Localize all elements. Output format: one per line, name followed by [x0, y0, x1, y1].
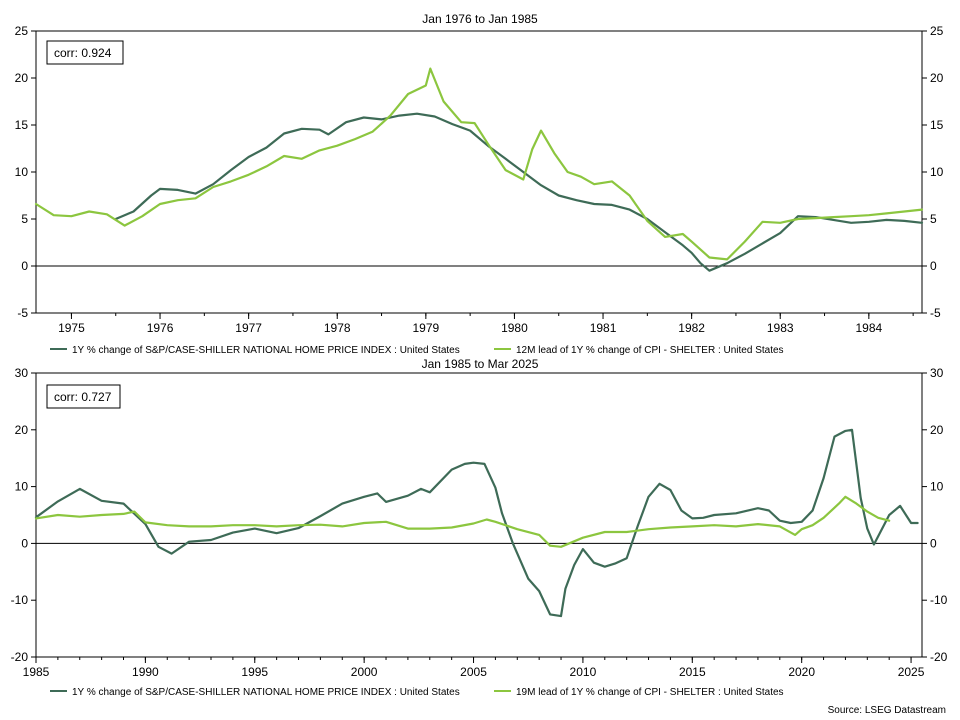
y-tick-label-left: 0 [21, 536, 28, 550]
y-tick-label-left: 0 [21, 259, 28, 273]
y-tick-label-right: -20 [930, 650, 948, 664]
legend-label: 19M lead of 1Y % change of CPI - SHELTER… [516, 687, 784, 698]
annotation-box: corr: 0.727 [46, 384, 121, 409]
y-tick-label-right: -10 [930, 593, 948, 607]
x-tick-label: 1990 [132, 665, 159, 679]
corr-annotation: corr: 0.924 [54, 46, 112, 60]
annotation-box: corr: 0.924 [46, 40, 124, 65]
chart-title: Jan 1985 to Mar 2025 [422, 357, 539, 371]
y-tick-label-right: 10 [930, 165, 944, 179]
legend-label: 12M lead of 1Y % change of CPI - SHELTER… [516, 345, 784, 356]
x-tick-label: 1995 [241, 665, 268, 679]
source-note: Source: LSEG Datastream [827, 705, 946, 716]
y-tick-label-right: 5 [930, 212, 937, 226]
plot-area [35, 30, 923, 314]
y-tick-label-right: 10 [930, 480, 944, 494]
x-tick-label: 2015 [679, 665, 706, 679]
x-tick-label: 1982 [678, 321, 705, 335]
x-tick-label: 2025 [898, 665, 925, 679]
series-line-home-price [114, 112, 924, 272]
y-tick-label-left: -10 [11, 593, 29, 607]
x-tick-label: 1977 [235, 321, 262, 335]
y-tick-label-left: 10 [15, 480, 29, 494]
x-tick-label: 2005 [460, 665, 487, 679]
y-tick-label-right: 15 [930, 118, 944, 132]
y-tick-label-right: 0 [930, 259, 937, 273]
y-tick-label-left: -20 [11, 650, 29, 664]
x-tick-label: 1976 [147, 321, 174, 335]
x-tick-label: 1978 [324, 321, 351, 335]
y-tick-label-left: -5 [17, 306, 28, 320]
y-tick-label-right: -5 [930, 306, 941, 320]
y-tick-label-right: 20 [930, 423, 944, 437]
x-tick-label: 1985 [23, 665, 50, 679]
y-tick-label-right: 0 [930, 536, 937, 550]
y-tick-label-right: 20 [930, 71, 944, 85]
y-tick-label-left: 20 [15, 423, 29, 437]
x-tick-label: 2000 [351, 665, 378, 679]
plot-area [35, 372, 923, 658]
y-tick-label-left: 20 [15, 71, 29, 85]
y-tick-label-left: 10 [15, 165, 29, 179]
y-tick-label-right: 30 [930, 366, 944, 380]
y-tick-label-left: 30 [15, 366, 29, 380]
x-tick-label: 1981 [590, 321, 617, 335]
x-tick-label: 1984 [855, 321, 882, 335]
series-line-cpi-shelter [34, 67, 924, 261]
chart-title: Jan 1976 to Jan 1985 [422, 12, 538, 26]
x-tick-label: 1975 [58, 321, 85, 335]
chart-top: Jan 1976 to Jan 1985 corr: 0.924 1Y % ch… [15, 12, 944, 356]
y-tick-label-left: 25 [15, 24, 29, 38]
x-tick-label: 1979 [412, 321, 439, 335]
series-line-home-price [34, 428, 919, 618]
series-line-cpi-shelter [34, 495, 891, 548]
x-tick-label: 1980 [501, 321, 528, 335]
x-tick-label: 2010 [570, 665, 597, 679]
legend-label: 1Y % change of S&P/CASE-SHILLER NATIONAL… [72, 345, 460, 356]
y-tick-label-left: 15 [15, 118, 29, 132]
legend-label: 1Y % change of S&P/CASE-SHILLER NATIONAL… [72, 687, 460, 698]
corr-annotation: corr: 0.727 [54, 390, 112, 404]
y-tick-label-left: 5 [21, 212, 28, 226]
y-tick-label-right: 25 [930, 24, 944, 38]
x-tick-label: 1983 [767, 321, 794, 335]
chart-bottom: Jan 1985 to Mar 2025 corr: 0.727 1Y % ch… [11, 357, 948, 698]
legend: 1Y % change of S&P/CASE-SHILLER NATIONAL… [50, 687, 784, 698]
x-tick-label: 2020 [788, 665, 815, 679]
legend: 1Y % change of S&P/CASE-SHILLER NATIONAL… [50, 345, 784, 356]
